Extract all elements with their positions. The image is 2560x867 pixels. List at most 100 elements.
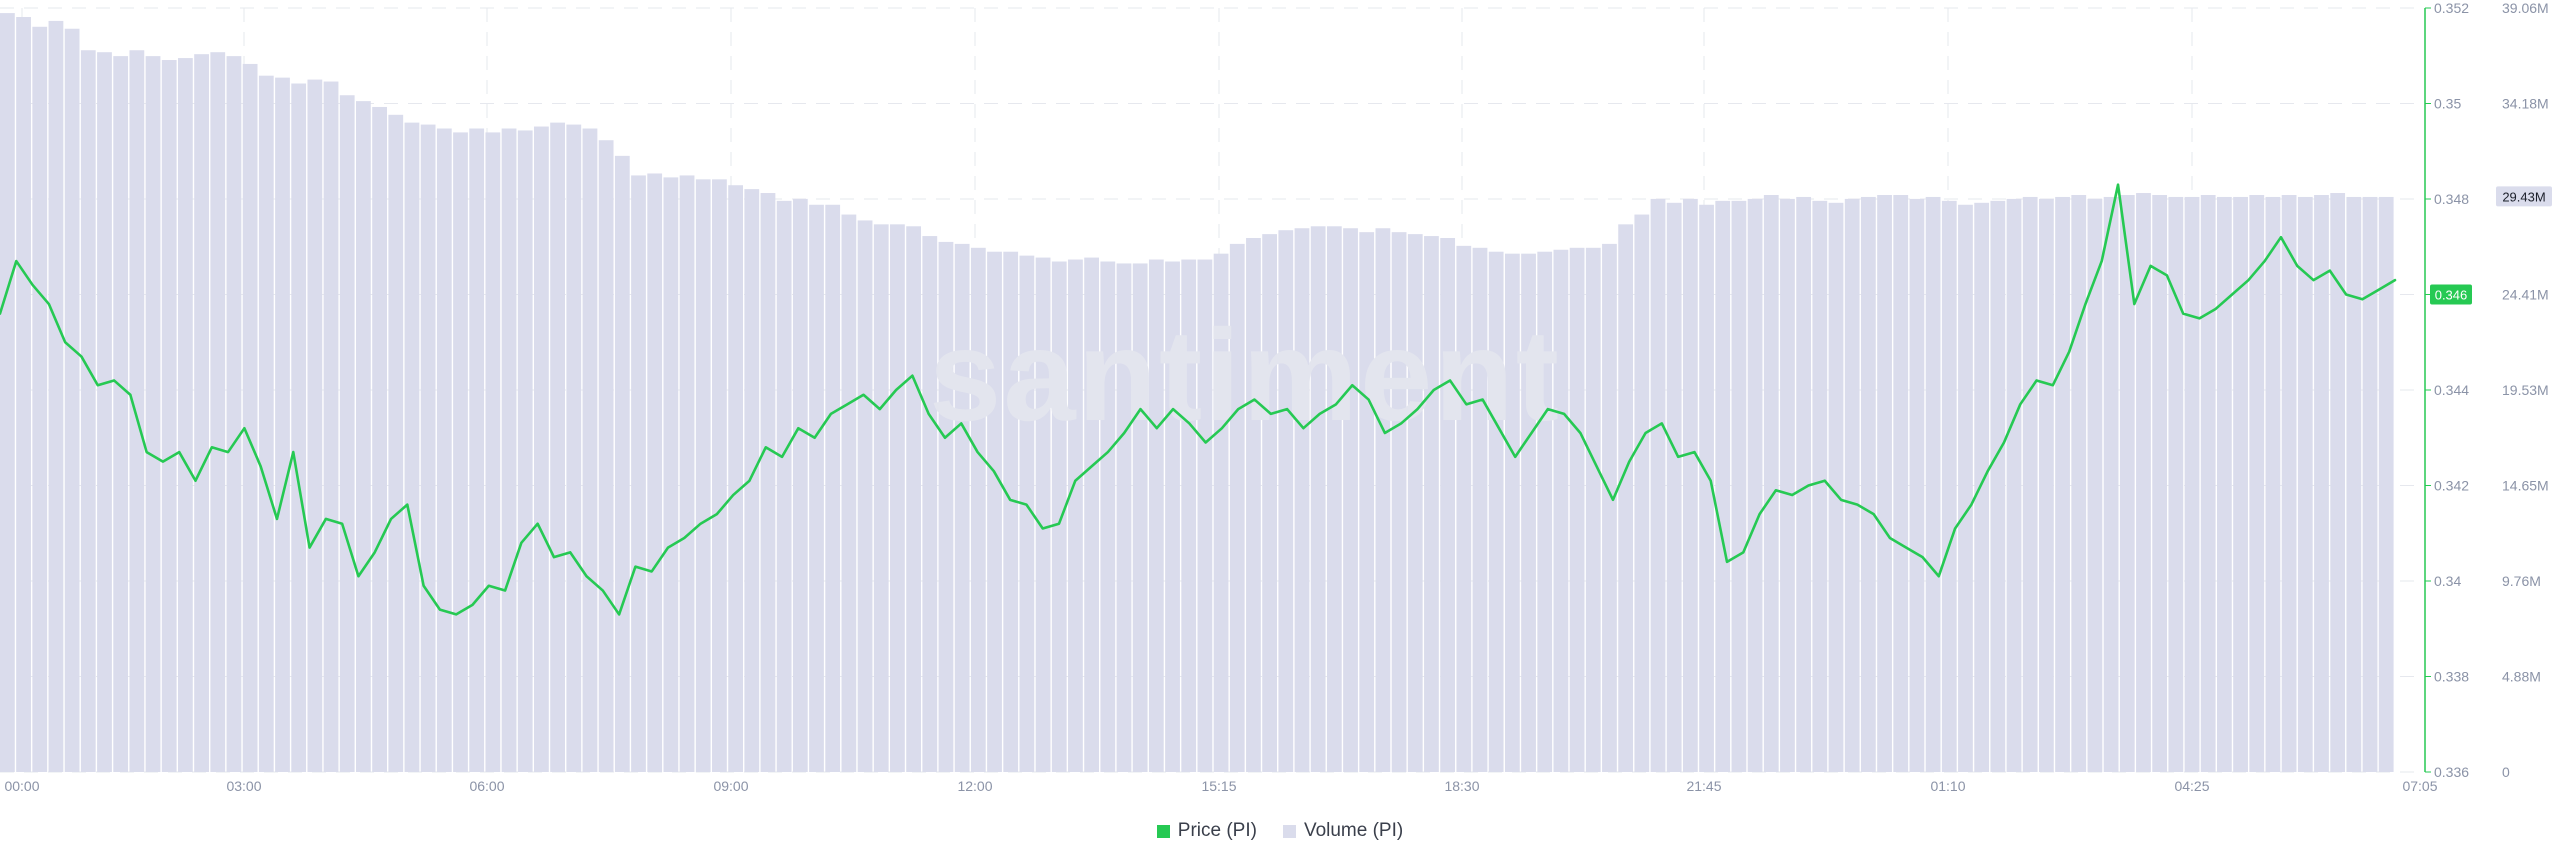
svg-text:29.43M: 29.43M: [2502, 189, 2545, 204]
x-tick-label: 18:30: [1444, 778, 1479, 794]
volume-bar: [2152, 194, 2168, 773]
volume-bar: [2168, 196, 2184, 772]
volume-bar: [1893, 194, 1909, 773]
volume-bar: [2314, 194, 2329, 773]
volume-bar: [712, 179, 727, 773]
x-tick-label: 07:05: [2402, 778, 2437, 794]
volume-bar: [1165, 261, 1180, 772]
volume-bar: [1424, 236, 1439, 772]
x-tick-label: 06:00: [469, 778, 504, 794]
volume-bar: [1877, 194, 1892, 773]
volume-axis-ticks: 0 4.88M 9.76M 14.65M 19.53M 24.41M 29.43M 34.18…: [2502, 0, 2549, 780]
volume-bar: [906, 226, 921, 773]
volume-bar: [825, 204, 841, 772]
volume-bar: [938, 241, 954, 772]
volume-bar: [2055, 196, 2070, 772]
legend-label-price: Price (PI): [1177, 820, 1257, 841]
volume-tick-label: 14.65M: [2502, 477, 2549, 493]
x-tick-label: 21:45: [1686, 778, 1721, 794]
volume-bar: [323, 81, 339, 773]
x-tick-label: 03:00: [226, 778, 261, 794]
volume-bar: [1375, 228, 1391, 773]
volume-bar: [194, 54, 209, 773]
volume-bar: [2233, 196, 2248, 772]
price-tick-label: 0.348: [2434, 191, 2469, 207]
svg-text:0.346: 0.346: [2435, 288, 2468, 303]
volume-bar: [1213, 253, 1229, 773]
volume-bar: [161, 60, 177, 772]
volume-bar: [1488, 251, 1504, 772]
volume-bar: [307, 79, 323, 773]
price-axis-ticks: 0.336 0.338 0.34 0.342 0.344 0.346 0.348 0.35 0.…: [2425, 0, 2469, 780]
x-tick-label: 15:15: [1201, 778, 1236, 794]
legend-item-volume[interactable]: Volume (PI): [1282, 820, 1404, 842]
volume-bar: [339, 95, 355, 773]
volume-bar: [210, 52, 226, 772]
volume-tick-label: 34.18M: [2502, 95, 2549, 111]
price-tick-label: 0.34: [2434, 573, 2461, 589]
volume-bar: [2022, 196, 2038, 772]
volume-bar: [258, 75, 274, 773]
legend-item-price[interactable]: Price (PI): [1156, 820, 1257, 842]
volume-tick-label: 9.76M: [2502, 573, 2541, 589]
volume-bar: [145, 56, 161, 773]
volume-bar: [1666, 202, 1682, 772]
volume-bar: [1359, 232, 1375, 772]
volume-bar: [178, 58, 193, 772]
volume-bar: [275, 77, 290, 772]
volume-bar: [1844, 198, 1860, 772]
volume-bar: [1278, 230, 1294, 772]
volume-bar: [1343, 228, 1358, 773]
volume-bar: [1084, 257, 1099, 773]
volume-bar: [663, 177, 679, 772]
volume-bar: [954, 243, 970, 772]
volume-bar: [841, 214, 857, 773]
volume-bar: [1828, 202, 1844, 772]
volume-bar: [1116, 263, 1132, 772]
volume-current-badge: 29.43M: [2496, 186, 2552, 207]
volume-bar: [695, 179, 711, 773]
x-tick-label: 04:25: [2174, 778, 2209, 794]
volume-bar: [1019, 255, 1035, 772]
volume-bar: [113, 56, 129, 773]
volume-bar: [517, 130, 533, 772]
volume-bar: [2249, 194, 2265, 773]
volume-bar: [97, 52, 112, 772]
x-tick-label: 12:00: [957, 778, 992, 794]
volume-bar: [1132, 263, 1148, 772]
volume-bar: [566, 124, 582, 772]
volume-bar: [80, 50, 96, 772]
price-tick-label: 0.35: [2434, 96, 2461, 112]
volume-tick-label: 4.88M: [2502, 669, 2541, 685]
volume-bar: [1100, 261, 1116, 772]
volume-bar: [1925, 196, 1941, 772]
volume-bar: [129, 50, 145, 772]
legend-label-volume: Volume (PI): [1303, 820, 1404, 841]
watermark: santiment: [929, 302, 1561, 448]
legend-swatch-volume: [1282, 824, 1296, 838]
volume-bar: [1618, 224, 1634, 772]
volume-bar: [1569, 247, 1585, 773]
volume-bar: [1990, 200, 2006, 773]
volume-bar: [1796, 196, 1812, 772]
volume-tick-label: 19.53M: [2502, 382, 2549, 398]
price-tick-label: 0.344: [2434, 382, 2469, 398]
legend-swatch-price: [1156, 824, 1170, 838]
volume-bar: [1051, 261, 1067, 772]
volume-bar: [1148, 259, 1164, 772]
volume-bar: [598, 140, 614, 773]
volume-bar: [0, 13, 15, 772]
volume-bar: [970, 247, 986, 773]
price-tick-label: 0.342: [2434, 478, 2469, 494]
volume-bar: [404, 122, 420, 773]
volume-bar: [1634, 214, 1650, 773]
volume-bar: [582, 128, 598, 773]
volume-bar: [1553, 249, 1569, 772]
volume-bar: [1504, 253, 1520, 773]
volume-bar: [2297, 196, 2313, 772]
volume-bar: [48, 20, 64, 773]
volume-bars: [0, 13, 2394, 773]
volume-bar: [1537, 251, 1553, 772]
x-tick-label: 01:10: [1930, 778, 1965, 794]
